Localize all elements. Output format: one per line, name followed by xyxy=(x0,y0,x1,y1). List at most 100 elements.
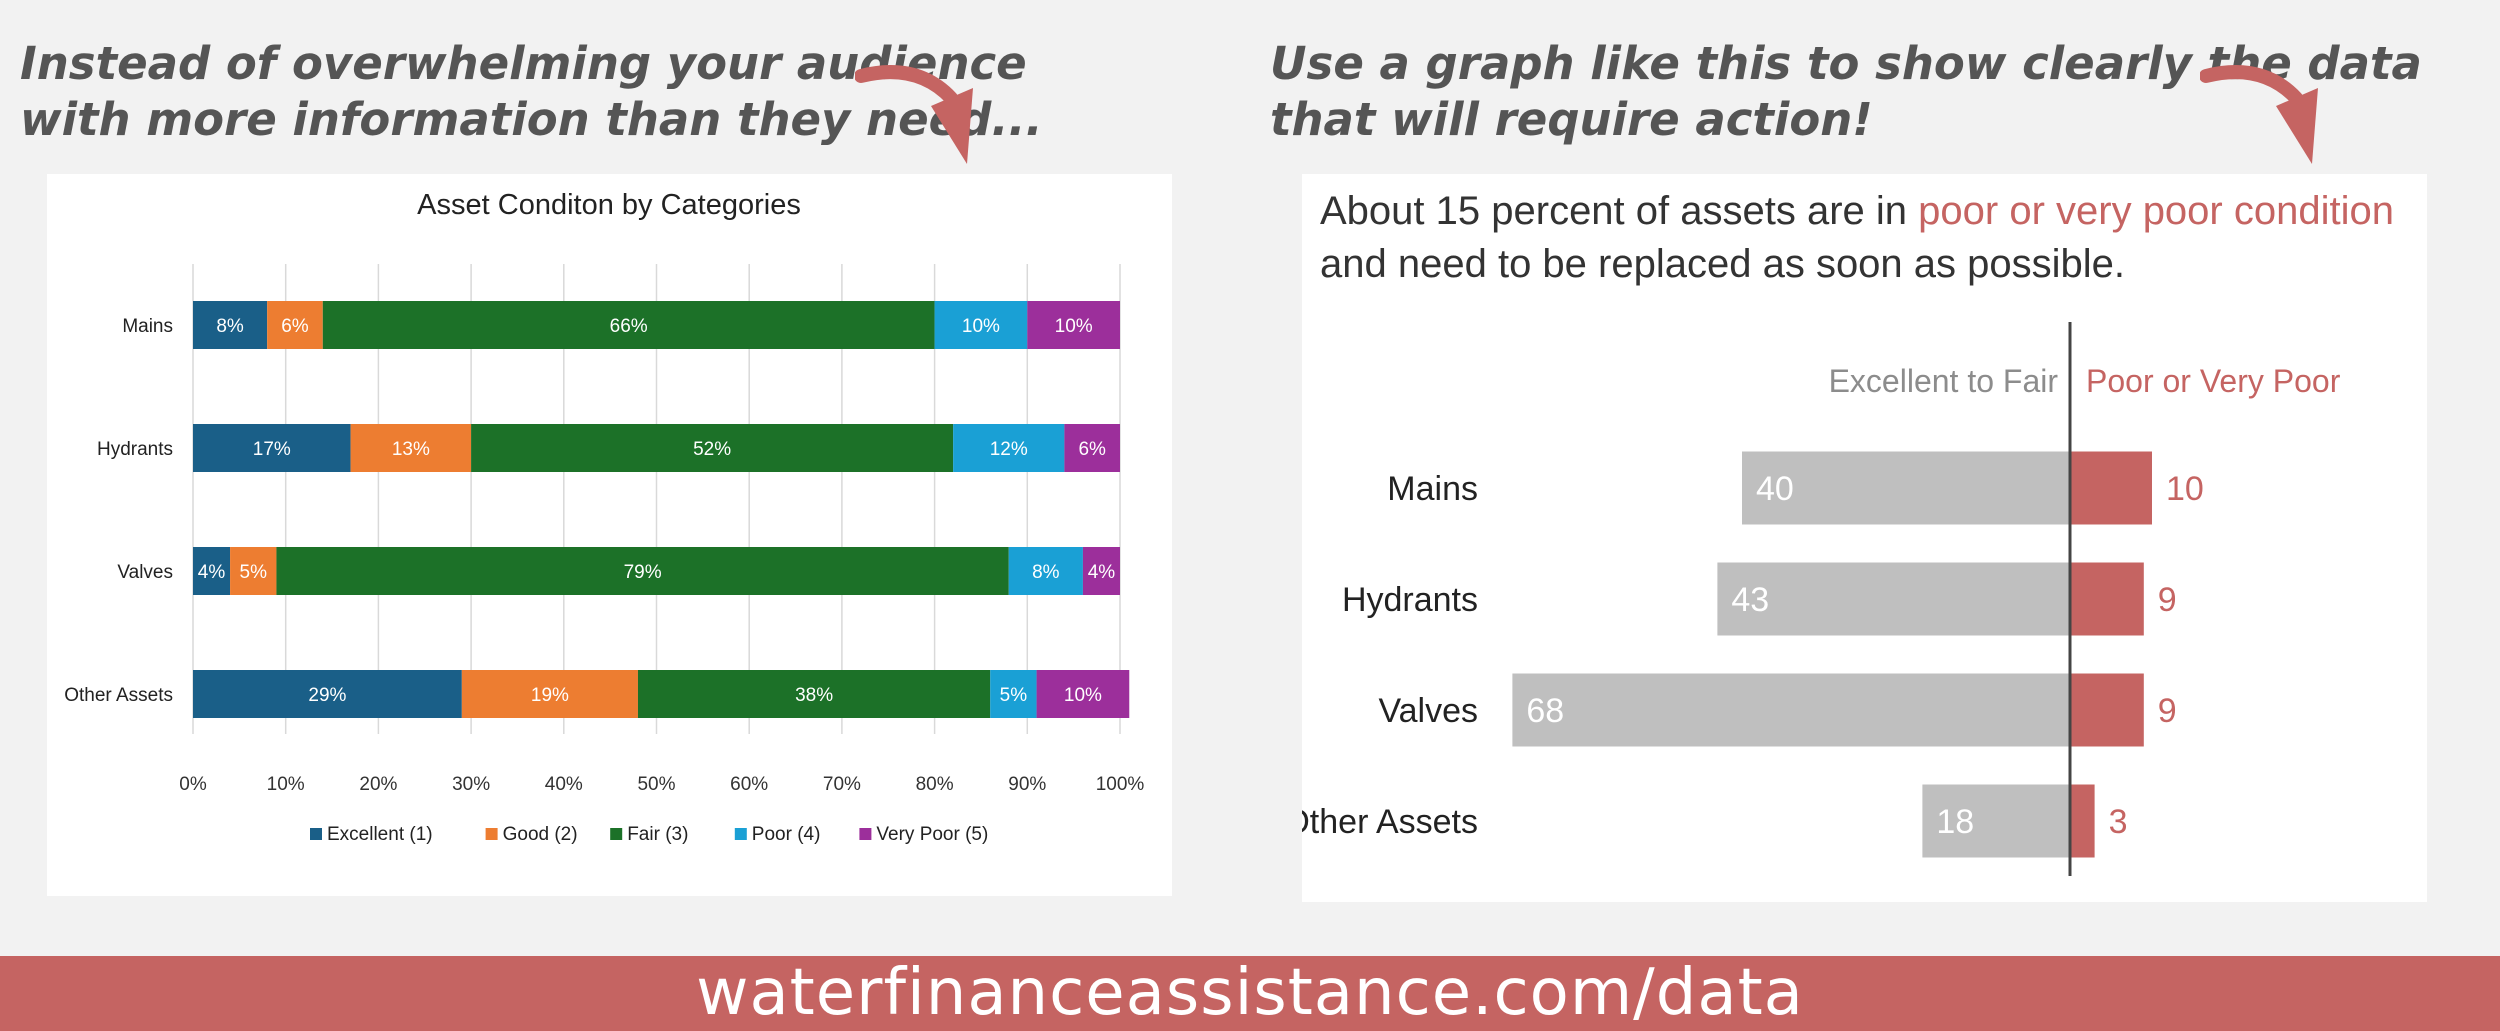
legend-label: Good (2) xyxy=(503,824,578,845)
x-tick-label: 90% xyxy=(1008,774,1046,795)
data-label: 4% xyxy=(198,562,226,583)
bar-segment-good-2 xyxy=(350,424,472,472)
x-tick-label: 30% xyxy=(452,774,490,795)
bar-segment-excellent-1 xyxy=(193,670,462,718)
legend-label: Very Poor (5) xyxy=(876,824,988,845)
left-headline: Instead of overwhelming your audience wi… xyxy=(20,36,1043,148)
data-label: 9 xyxy=(2158,692,2177,730)
data-label: 5% xyxy=(240,562,268,583)
data-label: 18 xyxy=(1936,803,1974,841)
x-tick-label: 10% xyxy=(267,774,305,795)
stacked-bar-chart: Asset Conditon by Categories 0% 10% 20% 30% 4… xyxy=(64,189,1145,845)
data-label: 10% xyxy=(962,316,1000,337)
data-label: 4% xyxy=(1088,562,1116,583)
data-label: 40 xyxy=(1756,470,1794,508)
category-label: Mains xyxy=(1387,470,1478,508)
category-label: Hydrants xyxy=(1342,581,1478,619)
bar-poor-or-very-poor xyxy=(2070,451,2152,525)
data-label: 13% xyxy=(392,439,430,460)
legend-label: Fair (3) xyxy=(627,824,688,845)
data-label: 3 xyxy=(2109,803,2128,841)
data-label: 10% xyxy=(1055,316,1093,337)
data-label: 5% xyxy=(1000,685,1028,706)
x-tick-label: 0% xyxy=(179,774,207,795)
category-label: Valves xyxy=(1378,692,1478,730)
chart-headline-line2: and need to be replaced as soon as possi… xyxy=(1320,242,2125,286)
legend-swatch xyxy=(485,828,498,840)
data-label: 8% xyxy=(1032,562,1060,583)
data-label: 19% xyxy=(531,685,569,706)
data-label: 52% xyxy=(693,439,731,460)
bar-segment-excellent-1 xyxy=(193,424,351,472)
footer-url[interactable]: waterfinanceassistance.com/data xyxy=(0,956,2500,1031)
bar-segment-fair-3 xyxy=(637,670,991,718)
data-label: 6% xyxy=(1078,439,1106,460)
bar-poor-or-very-poor xyxy=(2070,562,2144,636)
x-tick-label: 70% xyxy=(823,774,861,795)
bar-poor-or-very-poor xyxy=(2070,673,2144,747)
data-label: 17% xyxy=(253,439,291,460)
bar-excellent-to-fair xyxy=(1742,451,2070,525)
data-label: 66% xyxy=(610,316,648,337)
series-label-poor-or-very-poor: Poor or Very Poor xyxy=(2086,363,2341,399)
bar-segment-very-poor-5 xyxy=(1027,301,1120,349)
x-tick-label: 80% xyxy=(916,774,954,795)
bar-segment-good-2 xyxy=(230,547,277,595)
bar-excellent-to-fair xyxy=(1717,562,2070,636)
bar-segment-good-2 xyxy=(267,301,323,349)
bar-segment-fair-3 xyxy=(322,301,935,349)
right-headline: Use a graph like this to show clearly th… xyxy=(1270,36,2422,148)
bar-poor-or-very-poor xyxy=(2070,784,2095,858)
category-label: Other Assets xyxy=(64,685,173,706)
stacked-chart-panel: Asset Conditon by Categories 0% 10% 20% 30% 4… xyxy=(47,174,1172,896)
x-tick-label: 20% xyxy=(359,774,397,795)
diverging-bar-chart: About 15 percent of assets are in poor o… xyxy=(1283,189,2394,876)
bar-segment-very-poor-5 xyxy=(1082,547,1120,595)
bar-segment-very-poor-5 xyxy=(1064,424,1120,472)
bar-segment-very-poor-5 xyxy=(1036,670,1130,718)
right-headline-line1: Use a graph like this to show clearly th… xyxy=(1270,37,2422,90)
bar-segment-poor-4 xyxy=(1008,547,1083,595)
series-label-excellent-to-fair: Excellent to Fair xyxy=(1829,363,2059,399)
chart-headline: About 15 percent of assets are in poor o… xyxy=(1320,189,2394,233)
data-label: 43 xyxy=(1731,581,1769,619)
data-label: 38% xyxy=(795,685,833,706)
x-tick-label: 40% xyxy=(545,774,583,795)
curved-arrow-icon xyxy=(855,65,973,164)
bar-segment-excellent-1 xyxy=(193,547,231,595)
legend-swatch xyxy=(310,828,322,840)
headline-highlight: poor or very poor condition xyxy=(1918,189,2394,233)
legend-swatch xyxy=(610,828,623,840)
data-label: 10% xyxy=(1064,685,1102,706)
bar-segment-good-2 xyxy=(461,670,638,718)
legend-label: Poor (4) xyxy=(752,824,821,845)
bar-segment-poor-4 xyxy=(953,424,1065,472)
data-label: 29% xyxy=(308,685,346,706)
data-label: 79% xyxy=(624,562,662,583)
bar-segment-poor-4 xyxy=(990,670,1037,718)
category-label: Other Assets xyxy=(1302,803,1478,841)
x-tick-label: 100% xyxy=(1096,774,1145,795)
bar-segment-excellent-1 xyxy=(193,301,268,349)
category-label: Hydrants xyxy=(97,439,173,460)
bar-excellent-to-fair xyxy=(1922,784,2070,858)
data-label: 8% xyxy=(216,316,244,337)
data-label: 10 xyxy=(2166,470,2204,508)
chart-title: Asset Conditon by Categories xyxy=(417,189,801,221)
data-label: 6% xyxy=(281,316,309,337)
data-label: 12% xyxy=(990,439,1028,460)
category-label: Mains xyxy=(122,316,173,337)
bar-segment-fair-3 xyxy=(276,547,1009,595)
bar-segment-poor-4 xyxy=(934,301,1028,349)
legend-label: Excellent (1) xyxy=(327,824,433,845)
curved-arrow-icon xyxy=(2200,65,2318,164)
data-label: 9 xyxy=(2158,581,2177,619)
headline-part: About 15 percent of assets are in xyxy=(1320,189,1918,233)
legend-swatch xyxy=(734,828,747,840)
left-headline-line2: with more information than they need... xyxy=(20,93,1043,146)
bar-segment-fair-3 xyxy=(471,424,954,472)
x-tick-label: 60% xyxy=(730,774,768,795)
category-label: Valves xyxy=(117,562,173,583)
bar-excellent-to-fair xyxy=(1512,673,2070,747)
legend-swatch xyxy=(859,828,872,840)
